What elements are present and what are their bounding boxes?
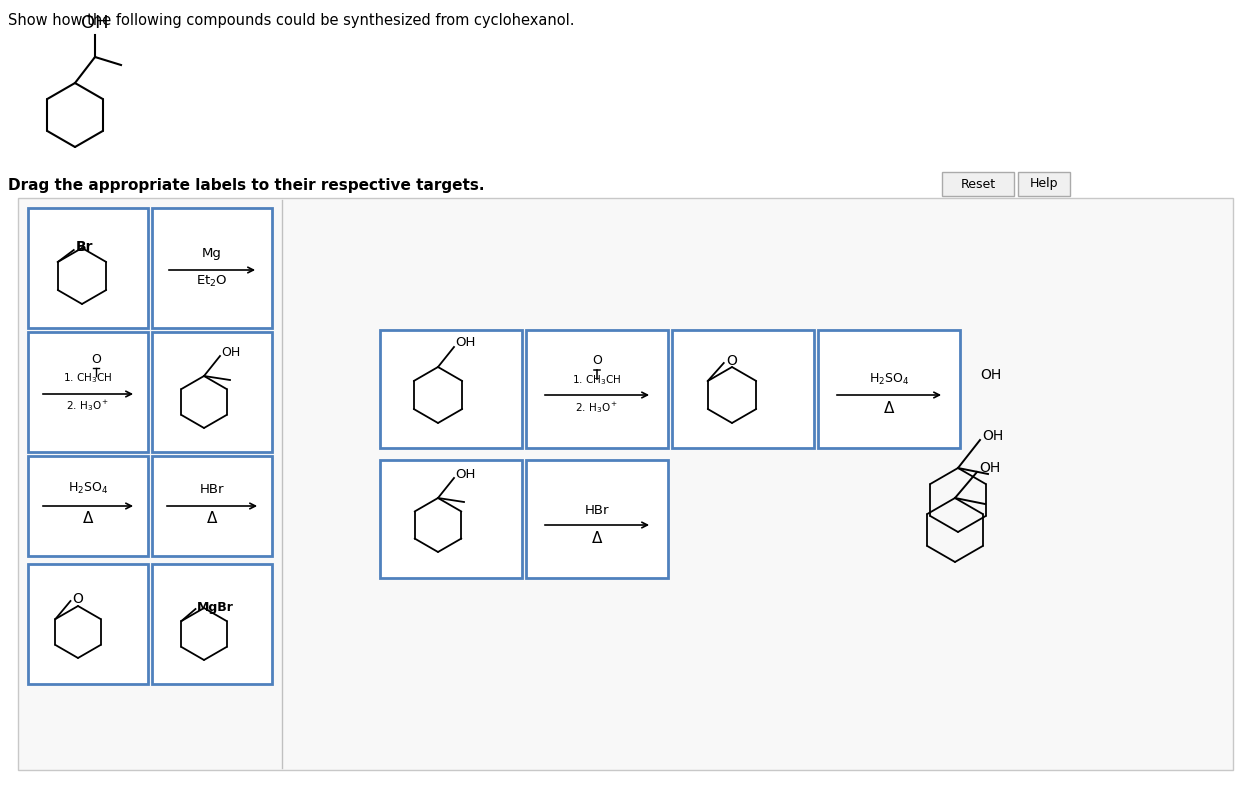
Bar (28, 456, 148, 556)
Text: H$_2$SO$_4$: H$_2$SO$_4$ (68, 481, 109, 496)
Text: MgBr: MgBr (196, 600, 234, 614)
Bar (28, 564, 148, 684)
Text: O: O (72, 592, 84, 606)
Text: 2. H$_3$O$^+$: 2. H$_3$O$^+$ (66, 398, 110, 413)
Bar (526, 460, 668, 578)
Text: $\Delta$: $\Delta$ (882, 400, 895, 416)
Text: 2. H$_3$O$^+$: 2. H$_3$O$^+$ (575, 400, 619, 415)
Text: Drag the appropriate labels to their respective targets.: Drag the appropriate labels to their res… (8, 178, 485, 193)
Text: O: O (91, 353, 101, 366)
Text: 1. CH$_3$CH: 1. CH$_3$CH (64, 371, 112, 385)
Bar (1017, 172, 1070, 196)
Text: H$_2$SO$_4$: H$_2$SO$_4$ (869, 372, 909, 387)
Bar (672, 330, 814, 448)
Bar (152, 332, 272, 452)
Text: Br: Br (76, 240, 94, 254)
Text: HBr: HBr (200, 483, 224, 496)
Text: HBr: HBr (585, 504, 609, 517)
Text: OH: OH (455, 468, 475, 481)
Text: $\Delta$: $\Delta$ (206, 510, 219, 526)
Bar (18, 198, 1232, 770)
Bar (942, 172, 1014, 196)
Bar (380, 330, 522, 448)
Text: OH: OH (81, 14, 109, 32)
Text: Show how the following compounds could be synthesized from cyclohexanol.: Show how the following compounds could b… (8, 13, 575, 28)
Bar (152, 208, 272, 328)
Text: $\Delta$: $\Delta$ (591, 530, 604, 546)
Bar (818, 330, 960, 448)
Text: $\Delta$: $\Delta$ (81, 510, 94, 526)
Text: Reset: Reset (960, 178, 995, 190)
Text: 1. CH$_3$CH: 1. CH$_3$CH (572, 374, 621, 387)
Bar (28, 332, 148, 452)
Bar (152, 456, 272, 556)
Text: OH: OH (980, 368, 1001, 382)
Text: OH: OH (979, 461, 1000, 475)
Text: OH: OH (982, 429, 1004, 443)
Text: Mg: Mg (202, 247, 222, 260)
Text: Help: Help (1030, 178, 1059, 190)
Bar (152, 564, 272, 684)
Text: OH: OH (221, 346, 240, 358)
Bar (526, 330, 668, 448)
Text: O: O (726, 354, 736, 368)
Text: Et$_2$O: Et$_2$O (196, 274, 228, 289)
Text: O: O (592, 354, 602, 367)
Bar (380, 460, 522, 578)
Bar (28, 208, 148, 328)
Text: OH: OH (455, 336, 475, 350)
